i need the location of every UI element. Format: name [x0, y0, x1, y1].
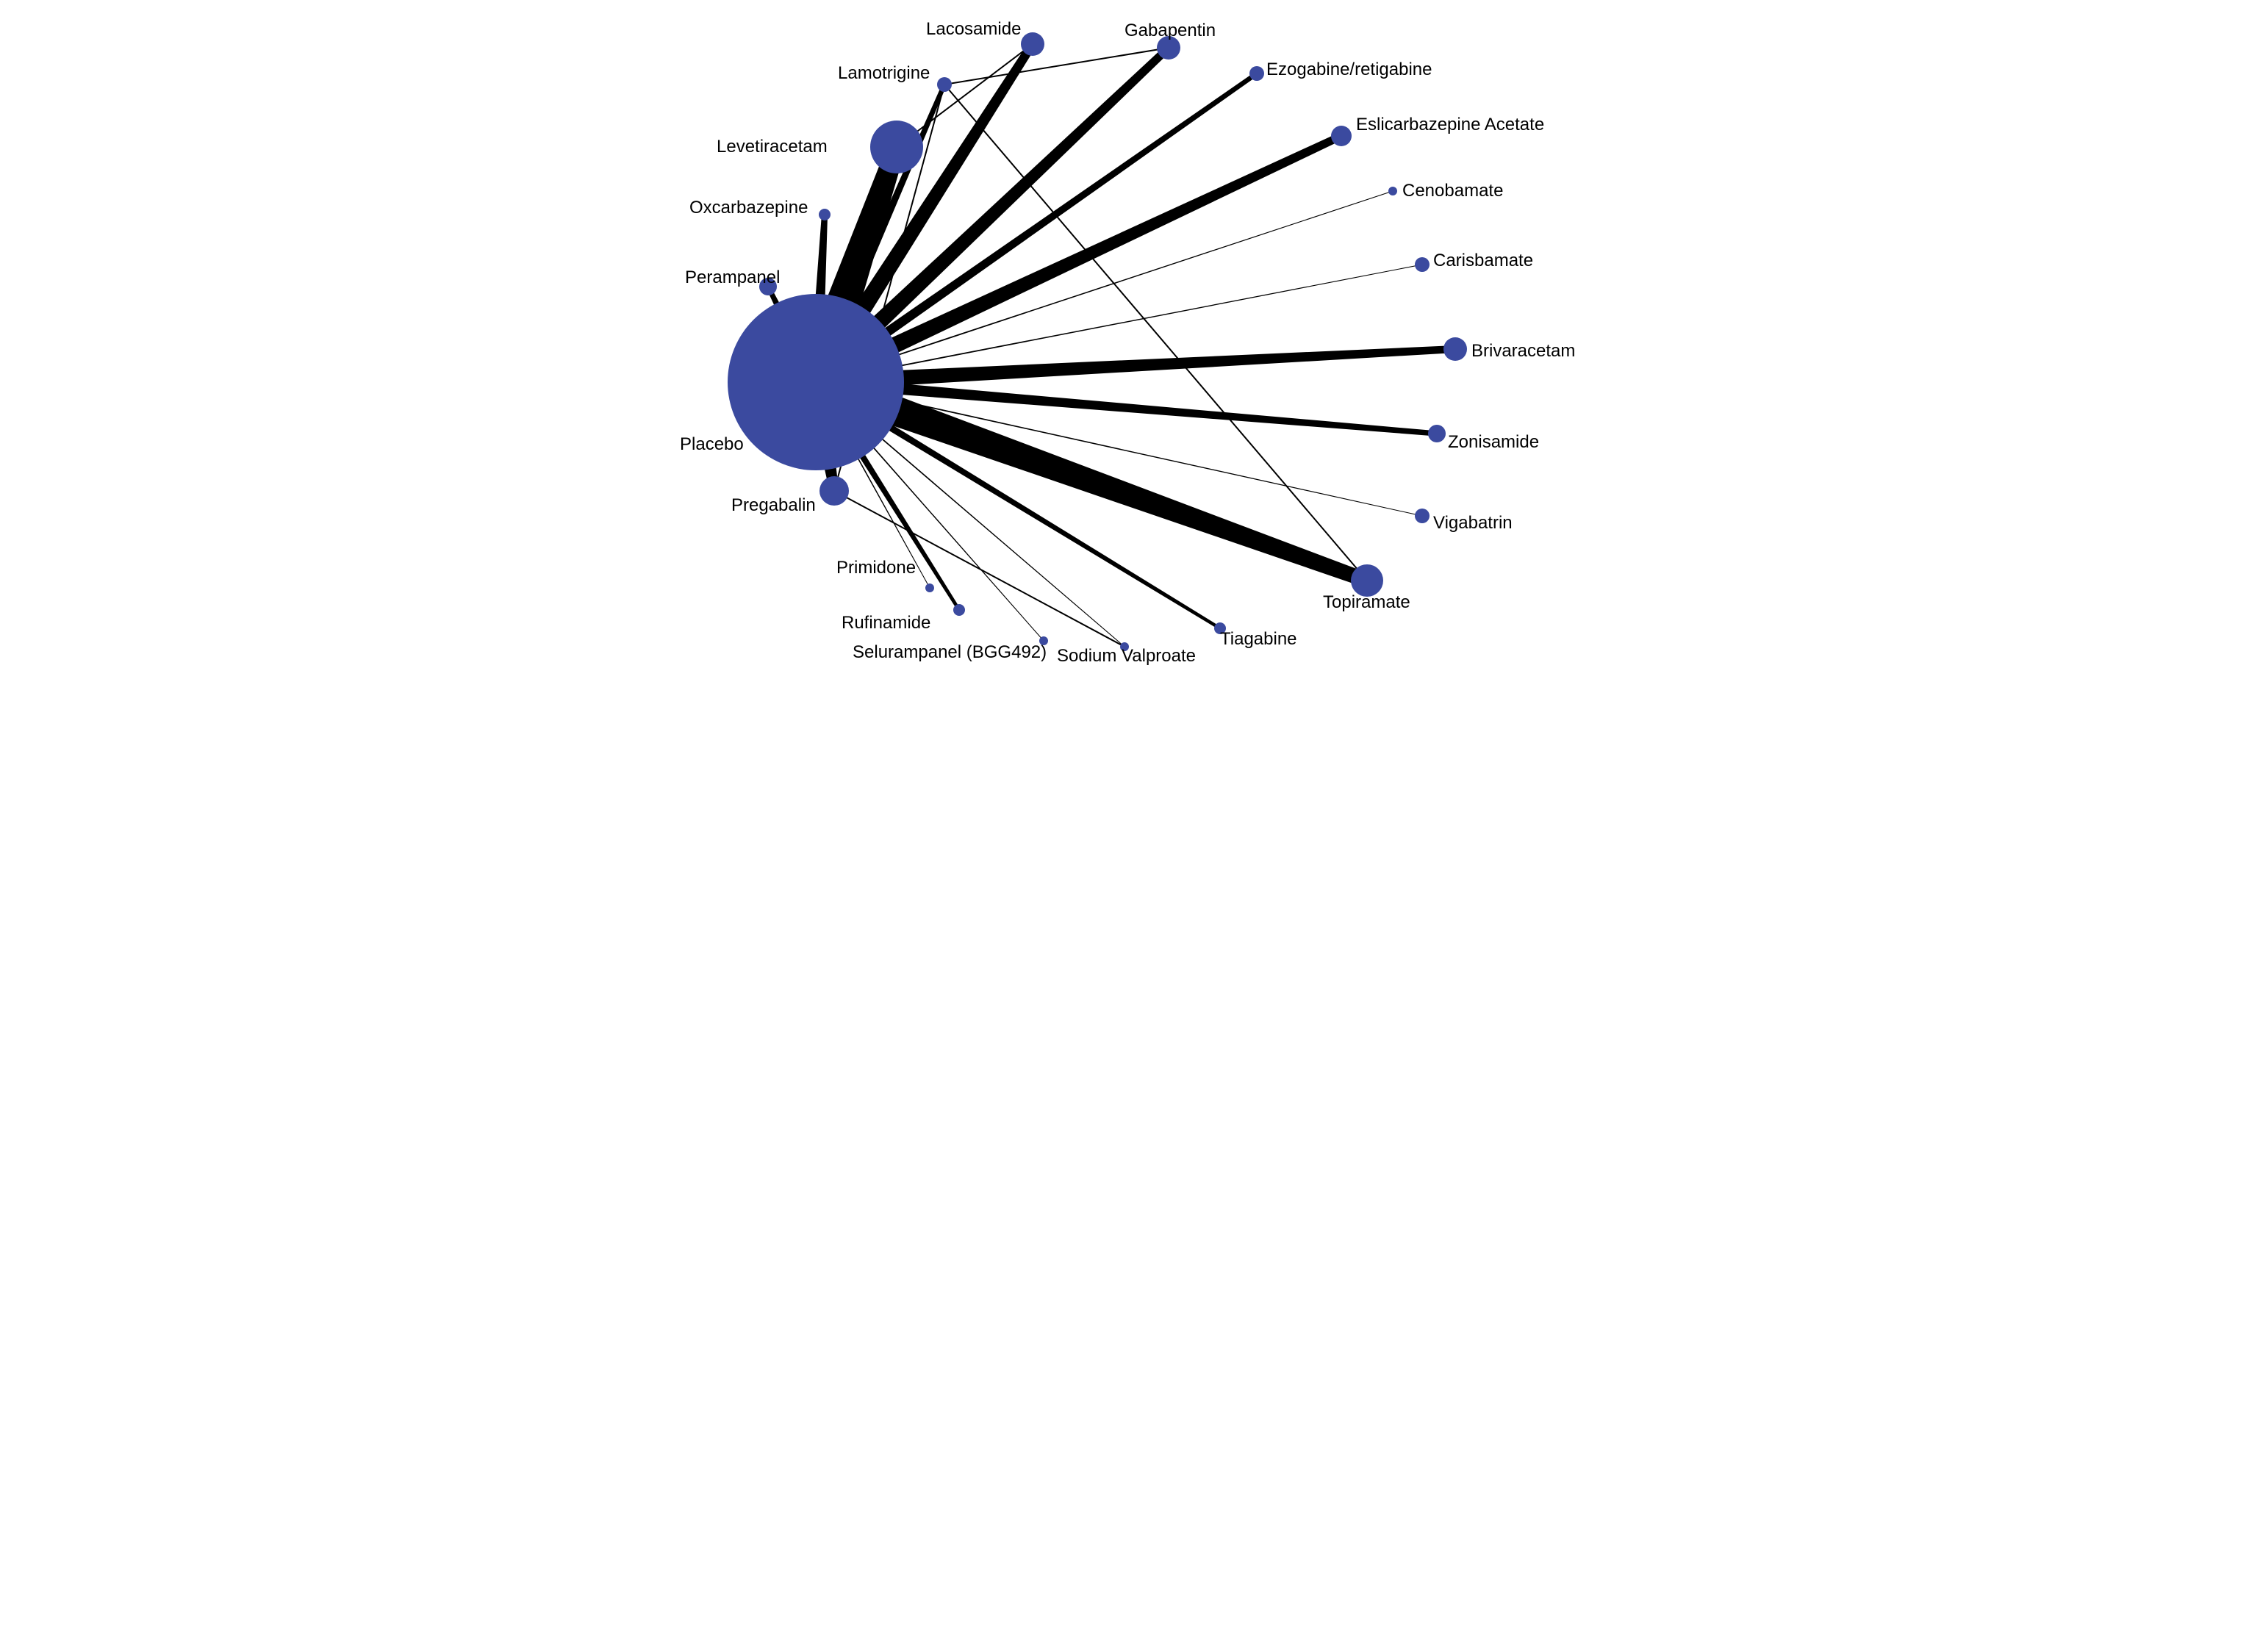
node-pregabalin	[819, 476, 849, 506]
network-diagram: Placebo Lacosamide Lamotrigine Levetiraceta…	[654, 0, 1595, 691]
label-zonisamide: Zonisamide	[1448, 432, 1539, 453]
label-perampanel: Perampanel	[685, 267, 780, 288]
label-sodium_valproate: Sodium Valproate	[1057, 646, 1196, 667]
node-levetiracetam	[870, 121, 923, 173]
node-oxcarbazepine	[819, 209, 831, 220]
label-ezogabine: Ezogabine/retigabine	[1266, 60, 1432, 80]
label-gabapentin: Gabapentin	[1124, 21, 1216, 41]
node-zonisamide	[1428, 425, 1446, 442]
label-rufinamide: Rufinamide	[842, 613, 930, 633]
node-carisbamate	[1415, 257, 1430, 272]
label-primidone: Primidone	[836, 558, 916, 578]
node-ezogabine	[1249, 66, 1264, 81]
node-vigabatrin	[1415, 509, 1430, 523]
node-brivaracetam	[1443, 337, 1467, 361]
node-cenobamate	[1388, 187, 1397, 195]
label-oxcarbazepine: Oxcarbazepine	[689, 198, 808, 218]
label-levetiracetam: Levetiracetam	[717, 137, 828, 157]
label-lamotrigine: Lamotrigine	[838, 63, 930, 84]
node-eslicarbazepine	[1331, 126, 1352, 146]
label-vigabatrin: Vigabatrin	[1433, 513, 1513, 534]
label-carisbamate: Carisbamate	[1433, 251, 1533, 271]
node-lacosamide	[1021, 32, 1044, 56]
node-rufinamide	[953, 604, 965, 616]
label-eslicarbazepine: Eslicarbazepine Acetate	[1356, 115, 1544, 135]
label-tiagabine: Tiagabine	[1220, 629, 1297, 650]
label-topiramate: Topiramate	[1323, 592, 1410, 613]
edge-placebo-brivaracetam	[815, 345, 1455, 390]
node-lamotrigine	[937, 77, 952, 92]
node-placebo	[728, 294, 904, 470]
label-cenobamate: Cenobamate	[1402, 181, 1503, 201]
network-svg	[654, 0, 1595, 691]
label-brivaracetam: Brivaracetam	[1471, 341, 1575, 362]
node-primidone	[925, 583, 934, 592]
label-placebo: Placebo	[680, 434, 744, 455]
label-pregabalin: Pregabalin	[731, 495, 816, 516]
label-selurampanel: Selurampanel (BGG492)	[853, 642, 1047, 663]
label-lacosamide: Lacosamide	[926, 19, 1021, 40]
